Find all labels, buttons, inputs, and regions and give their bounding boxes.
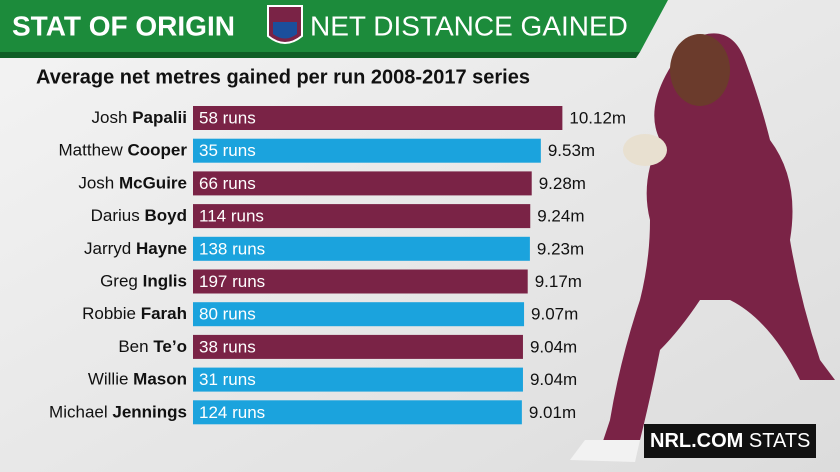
last-name: Boyd xyxy=(145,207,188,226)
category-label: Robbie Farah xyxy=(82,305,187,324)
value-label: 9.04m xyxy=(530,370,577,389)
bar-label: 197 runs xyxy=(199,272,265,291)
first-name: Michael xyxy=(49,403,108,422)
source: NRL.COM STATS xyxy=(650,430,810,452)
category-label: Ben Te’o xyxy=(118,337,187,356)
player-figure xyxy=(570,33,835,462)
first-name: Ben xyxy=(118,337,148,356)
last-name: Papalii xyxy=(132,108,187,127)
last-name: Mason xyxy=(133,370,187,389)
category-label: Michael Jennings xyxy=(49,403,187,422)
bar xyxy=(193,138,541,163)
last-name: Cooper xyxy=(128,141,188,160)
value-label: 9.23m xyxy=(537,239,584,258)
first-name: Greg xyxy=(100,272,138,291)
value-label: 9.53m xyxy=(548,141,595,160)
first-name: Robbie xyxy=(82,305,136,324)
category-label: Josh McGuire xyxy=(78,174,187,193)
header-shadow xyxy=(0,52,640,58)
bar xyxy=(193,367,523,392)
header-left: STAT OF ORIGIN xyxy=(12,10,235,41)
category-label: Darius Boyd xyxy=(91,207,187,226)
bar xyxy=(193,236,530,261)
last-name: Farah xyxy=(141,305,187,324)
value-label: 9.28m xyxy=(539,174,586,193)
last-name: Te’o xyxy=(153,337,187,356)
first-name: Willie xyxy=(88,370,129,389)
first-name: Josh xyxy=(92,108,128,127)
last-name: Hayne xyxy=(136,239,187,258)
value-label: 9.04m xyxy=(530,337,577,356)
bar xyxy=(193,269,528,294)
value-label: 9.01m xyxy=(529,403,576,422)
bar xyxy=(193,106,563,130)
header-right: NET DISTANCE GAINED xyxy=(310,10,628,41)
last-name: Jennings xyxy=(112,403,187,422)
bars: Josh Papalii 58 runs 10.12m Matthew Cooper 3… xyxy=(49,106,626,425)
category-label: Jarryd Hayne xyxy=(84,239,187,258)
last-name: McGuire xyxy=(119,174,187,193)
value-label: 9.24m xyxy=(537,207,584,226)
source-box xyxy=(644,424,816,458)
category-label: Matthew Cooper xyxy=(59,141,188,160)
header-band xyxy=(0,0,668,52)
bar-label: 35 runs xyxy=(199,141,256,160)
category-label: Josh Papalii xyxy=(92,108,187,127)
bar-label: 80 runs xyxy=(199,305,256,324)
bar xyxy=(193,302,525,327)
source-brand: NRL.COM xyxy=(650,430,743,452)
bar-label: 114 runs xyxy=(199,207,264,226)
value-label: 9.07m xyxy=(531,305,578,324)
bar-label: 138 runs xyxy=(199,239,265,258)
bar xyxy=(193,171,532,196)
chart-title: Average net metres gained per run 2008-2… xyxy=(36,66,530,88)
first-name: Jarryd xyxy=(84,239,131,258)
bar xyxy=(193,400,522,425)
category-label: Greg Inglis xyxy=(100,272,187,291)
first-name: Matthew xyxy=(59,141,124,160)
first-name: Josh xyxy=(78,174,114,193)
category-label: Willie Mason xyxy=(88,370,187,389)
first-name: Darius xyxy=(91,207,140,226)
origin-logo xyxy=(267,5,303,44)
bar xyxy=(193,334,523,359)
source-word: STATS xyxy=(749,430,810,452)
bar-label: 38 runs xyxy=(199,337,256,356)
bar-label: 58 runs xyxy=(199,108,256,127)
bar xyxy=(193,204,531,229)
value-label: 10.12m xyxy=(569,108,626,127)
last-name: Inglis xyxy=(143,272,187,291)
bar-label: 31 runs xyxy=(199,370,256,389)
bar-label: 124 runs xyxy=(199,403,265,422)
bar-label: 66 runs xyxy=(199,174,256,193)
value-label: 9.17m xyxy=(535,272,582,291)
